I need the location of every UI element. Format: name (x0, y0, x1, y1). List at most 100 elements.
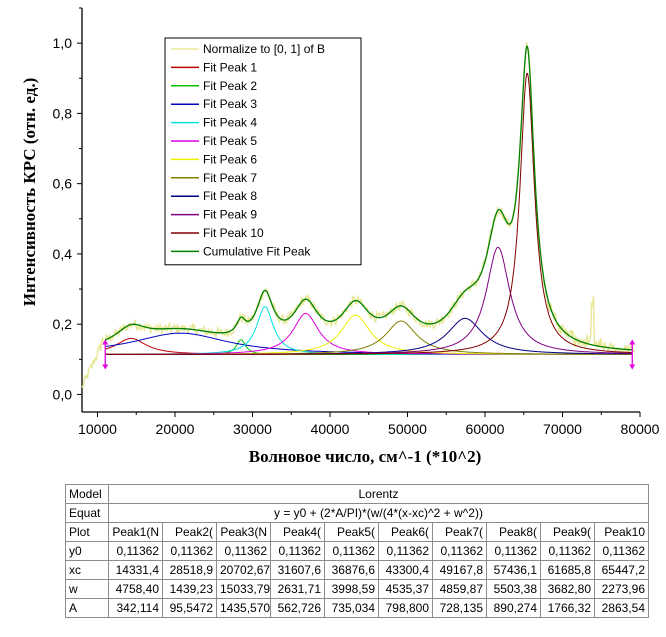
table-cell: 1766,32 (540, 598, 595, 618)
table-row: Model Lorentz (65, 484, 649, 504)
table-cell: 342,114 (108, 598, 163, 618)
x-tick-label: 20000 (156, 421, 195, 437)
fit-range-marker[interactable] (629, 339, 636, 370)
x-tick-label: 50000 (388, 421, 427, 437)
fit-range-marker[interactable] (102, 339, 109, 370)
x-axis-label: Волновое число, см^-1 (*10^2) (249, 447, 481, 466)
spectrum-chart: 10000 20000 30000 40000 50000 60000 70000 80000… (20, 7, 660, 466)
table-cell: 31607,6 (270, 560, 325, 580)
table-cell: 0,11362 (270, 541, 325, 561)
table-cell: 0,11362 (432, 541, 487, 561)
table-cell: 0,11362 (108, 541, 163, 561)
table-cell: Peak3(N (216, 522, 271, 542)
table-cell: 2631,71 (270, 579, 325, 599)
table-cell: 0,11362 (378, 541, 433, 561)
series-fit-peak-3 (105, 332, 633, 355)
table-cell: 0,11362 (324, 541, 379, 561)
table-cell: 65447,2 (594, 560, 649, 580)
y-tick-label: 0,0 (53, 386, 73, 402)
table-cell: Peak7( (432, 522, 487, 542)
table-row-header: Equat (65, 503, 109, 523)
legend-entry: Cumulative Fit Peak (203, 244, 311, 258)
table-cell: Peak10 (594, 522, 649, 542)
table-cell: 1435,570 (216, 598, 271, 618)
legend-entry: Fit Peak 8 (203, 189, 257, 203)
y-axis-label: Интенсивность КРС (отн. ед.) (20, 78, 39, 307)
table-cell: 0,11362 (486, 541, 541, 561)
table-cell: 3682,80 (540, 579, 595, 599)
table-cell: 562,726 (270, 598, 325, 618)
table-cell: 0,11362 (216, 541, 271, 561)
table-cell: 61685,8 (540, 560, 595, 580)
table-row-header: Model (65, 484, 109, 504)
table-cell: Lorentz (108, 484, 649, 504)
series-fit-peak-6 (105, 314, 633, 355)
table-cell: Peak5( (324, 522, 379, 542)
table-cell: 728,135 (432, 598, 487, 618)
table-cell: 20702,67 (216, 560, 271, 580)
table-row: y0 0,11362 0,11362 0,11362 0,11362 0,11362 0,1… (65, 541, 649, 561)
y-tick-label: 0,6 (53, 176, 73, 192)
table-cell: Peak9( (540, 522, 595, 542)
series-fit-peak-8 (105, 317, 633, 355)
table-cell: Peak6( (378, 522, 433, 542)
table-cell: 49167,8 (432, 560, 487, 580)
table-cell: 2273,96 (594, 579, 649, 599)
legend-entry: Fit Peak 6 (203, 152, 257, 166)
table-cell: Peak2( (162, 522, 217, 542)
table-cell: 28518,9 (162, 560, 217, 580)
table-row-header: A (65, 598, 109, 618)
table-cell: 14331,4 (108, 560, 163, 580)
x-tick-label: 40000 (311, 421, 350, 437)
table-cell: 15033,79 (216, 579, 271, 599)
legend-entry: Normalize to [0, 1] of B (203, 42, 325, 56)
legend-entry: Fit Peak 2 (203, 79, 257, 93)
legend-entry: Fit Peak 5 (203, 134, 257, 148)
table-row-header: y0 (65, 541, 109, 561)
series-fit-peak-10 (105, 72, 633, 355)
x-tick-label: 30000 (233, 421, 272, 437)
plot-area (81, 42, 636, 390)
y-tick-label: 1,0 (53, 35, 73, 51)
table-cell: 95,5472 (162, 598, 217, 618)
table-cell: Peak4( (270, 522, 325, 542)
table-cell: 4535,37 (378, 579, 433, 599)
table-row: Equat y = y0 + (2*A/PI)*(w/(4*(x-xc)^2 + … (65, 503, 649, 523)
table-cell: 57436,1 (486, 560, 541, 580)
legend-box (164, 37, 362, 266)
table-cell: y = y0 + (2*A/PI)*(w/(4*(x-xc)^2 + w^2)) (108, 503, 649, 523)
y-tick-label: 0,4 (53, 246, 73, 262)
table-cell: 0,11362 (540, 541, 595, 561)
axes: 10000 20000 30000 40000 50000 60000 70000 80000… (53, 7, 660, 437)
table-row-header: Plot (65, 522, 109, 542)
x-tick-label: 70000 (543, 421, 582, 437)
series-cumulative-fit (105, 45, 633, 351)
table-cell: Peak8( (486, 522, 541, 542)
table-cell: 4758,40 (108, 579, 163, 599)
table-cell: 0,11362 (594, 541, 649, 561)
table-cell: 735,034 (324, 598, 379, 618)
legend-entry: Fit Peak 1 (203, 60, 257, 74)
x-tick-label: 60000 (466, 421, 505, 437)
table-cell: 36876,6 (324, 560, 379, 580)
table-cell: 890,274 (486, 598, 541, 618)
table-cell: 4859,87 (432, 579, 487, 599)
table-cell: 3998,59 (324, 579, 379, 599)
table-row-header: w (65, 579, 109, 599)
legend-entry: Fit Peak 7 (203, 171, 257, 185)
legend-entry: Fit Peak 10 (203, 226, 264, 240)
table-cell: 43300,4 (378, 560, 433, 580)
table-cell: 2863,54 (594, 598, 649, 618)
table-cell: 5503,38 (486, 579, 541, 599)
table-row: xc 14331,4 28518,9 20702,67 31607,6 36876,6 43… (65, 560, 649, 580)
x-tick-label: 80000 (621, 421, 660, 437)
table-row: A 342,114 95,5472 1435,570 562,726 735,034 798… (65, 598, 649, 618)
table-row: w 4758,40 1439,23 15033,79 2631,71 3998,59 453… (65, 579, 649, 599)
legend-entry: Fit Peak 4 (203, 116, 257, 130)
table-cell: Peak1(N (108, 522, 163, 542)
y-tick-label: 0,2 (53, 316, 73, 332)
legend-entry: Fit Peak 3 (203, 97, 257, 111)
x-tick-label: 10000 (78, 421, 117, 437)
table-row-header: xc (65, 560, 109, 580)
fit-parameters-table: Model Lorentz Equat y = y0 + (2*A/PI)*(w/(4… (65, 484, 649, 618)
